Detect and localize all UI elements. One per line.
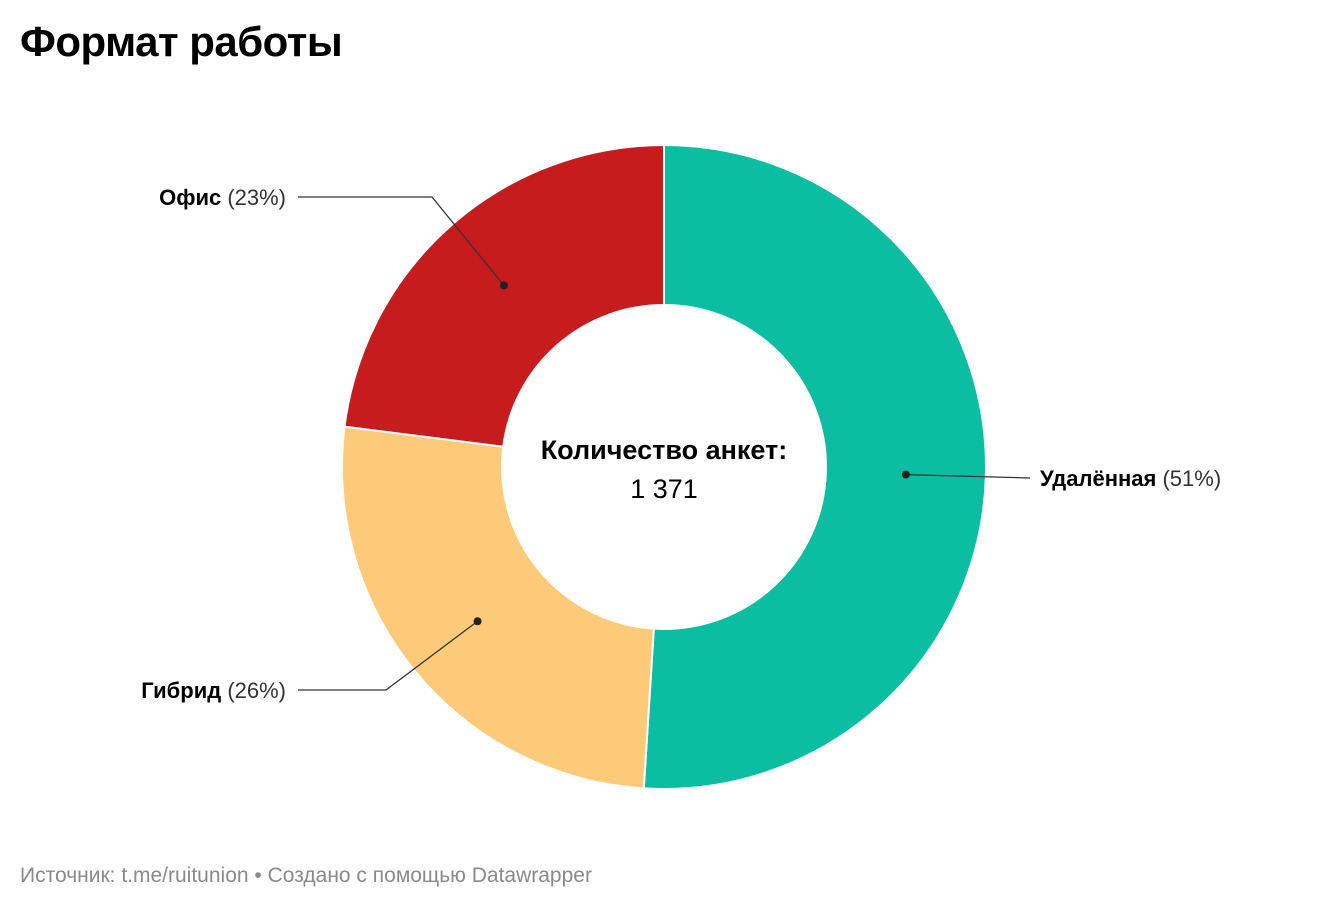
chart-footer: Источник: t.me/ruitunion • Создано с пом… xyxy=(20,864,592,888)
slice-label-percent: (23%) xyxy=(227,185,286,210)
slice-labels: Удалённая (51%) Гибрид (26%) Офис (23%) xyxy=(141,185,1221,703)
slice-2[interactable] xyxy=(341,425,655,790)
source-label: Источник: xyxy=(20,864,116,887)
center-value: 1 371 xyxy=(630,474,698,504)
slice-label-percent: (26%) xyxy=(227,678,286,703)
slice-label-3: Офис (23%) xyxy=(159,185,286,210)
leader-dot-2 xyxy=(473,617,482,626)
leader-dot-1 xyxy=(901,470,910,479)
footer-separator: • xyxy=(254,864,262,887)
leader-line-3 xyxy=(298,196,505,286)
slice-3[interactable] xyxy=(343,143,665,448)
leader-dot-3 xyxy=(499,281,508,290)
datawrapper-credit[interactable]: Создано с помощью Datawrapper xyxy=(267,864,592,887)
slice-label-2: Гибрид (26%) xyxy=(141,678,286,703)
slice-label-name: Удалённая xyxy=(1040,466,1162,491)
slice-label-percent: (51%) xyxy=(1162,466,1221,491)
label-leader-lines xyxy=(298,196,1031,691)
leader-line-1 xyxy=(905,473,1031,479)
slice-1[interactable] xyxy=(642,143,987,790)
chart-title: Формат работы xyxy=(20,18,343,65)
slice-label-name: Офис xyxy=(159,185,227,210)
donut-slices xyxy=(341,143,987,790)
slice-label-1: Удалённая (51%) xyxy=(1040,466,1221,491)
source-link[interactable]: t.me/ruitunion xyxy=(121,864,249,887)
slice-label-name: Гибрид xyxy=(141,678,227,703)
center-label: Количество анкет: xyxy=(541,435,788,465)
leader-line-2 xyxy=(298,620,478,691)
